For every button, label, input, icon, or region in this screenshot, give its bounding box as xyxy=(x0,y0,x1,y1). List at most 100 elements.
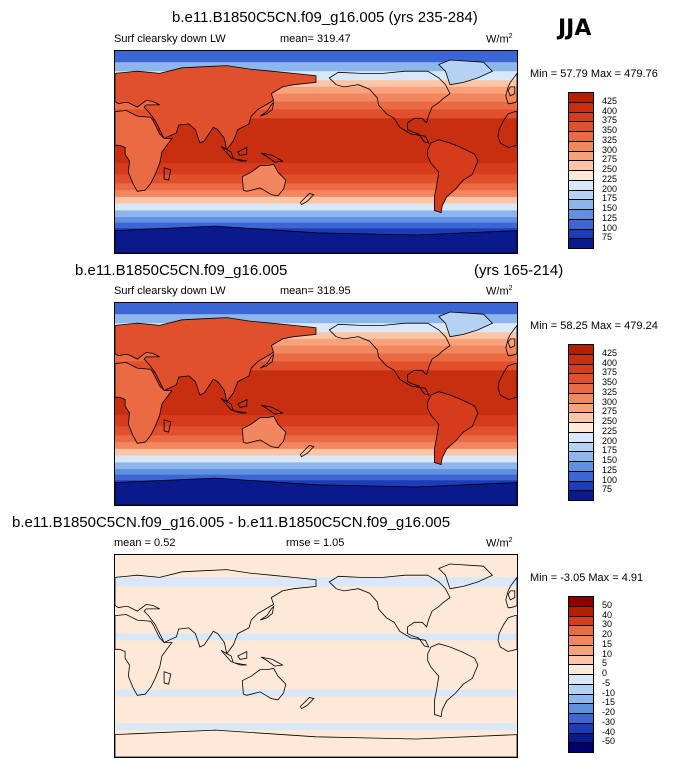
coastline xyxy=(507,590,516,601)
colorbar-tick-label: 20 xyxy=(602,629,613,639)
map-field-band xyxy=(115,353,517,362)
colorbar-tick-label: 75 xyxy=(602,232,613,243)
panel-1-variable: Surf clearsky down LW xyxy=(114,33,226,45)
colorbar-tick-label: 100 xyxy=(602,474,618,485)
colorbar-tick-label: 225 xyxy=(602,173,618,184)
map-field-band xyxy=(115,474,517,481)
map-field-band xyxy=(115,51,517,63)
colorbar-tick-label: -40 xyxy=(602,726,616,737)
coastline xyxy=(438,563,494,590)
coastline xyxy=(261,656,284,667)
colorbar-tick-label: 75 xyxy=(602,484,613,495)
coastline xyxy=(299,445,315,458)
coastline xyxy=(328,322,451,396)
colorbar-tick-label: 30 xyxy=(602,619,613,630)
coastline xyxy=(115,362,173,444)
coastline xyxy=(427,643,479,718)
coastline xyxy=(115,477,517,505)
panel-3-units: W/m2 xyxy=(486,537,513,550)
coastline xyxy=(163,167,172,181)
coastline xyxy=(237,146,248,156)
colorbar-tick-label: 175 xyxy=(602,193,618,204)
colorbar-tick-label: 150 xyxy=(602,203,618,213)
map-field-band xyxy=(115,415,517,427)
coastline xyxy=(497,363,517,400)
map-field-band xyxy=(115,555,517,578)
coastline xyxy=(237,650,248,660)
coastline xyxy=(237,398,248,408)
map-svg xyxy=(115,303,517,505)
panel-2-colorbar: 425 400 375 350 325 300 275 250 225 200 175 150 125 1… xyxy=(568,344,628,501)
map-field-band xyxy=(115,174,517,184)
colorbar-tick-label: 350 xyxy=(602,377,618,387)
coastline xyxy=(259,101,275,117)
coastline xyxy=(328,70,451,144)
map-field-band xyxy=(115,442,517,450)
coastline xyxy=(115,317,317,403)
coastline xyxy=(299,697,315,710)
coastline xyxy=(328,574,451,648)
map-field-band xyxy=(115,101,517,110)
coastline xyxy=(115,110,173,192)
panel-3-map xyxy=(114,554,518,758)
coastline xyxy=(115,65,317,151)
colorbar-tick-label: 5 xyxy=(602,658,608,669)
panel-2-years: (yrs 165-214) xyxy=(474,262,564,279)
colorbar-tick-label: 300 xyxy=(602,144,618,155)
colorbar-swatch xyxy=(568,742,594,753)
panel-1-units: W/m2 xyxy=(486,33,513,46)
map-field-band xyxy=(115,345,517,354)
map-field-band xyxy=(115,109,517,119)
colorbar-tick-label: -50 xyxy=(602,736,616,747)
colorbar-tick-label: 425 xyxy=(602,347,618,358)
map-field-band xyxy=(115,332,517,340)
colorbar-tick-label: -10 xyxy=(602,687,616,698)
map-field-band xyxy=(115,222,517,229)
colorbar-tick-label: -5 xyxy=(602,677,611,688)
colorbar-tick-label: 0 xyxy=(602,668,608,678)
colorbar-tick-label: 375 xyxy=(602,367,618,378)
map-field-band xyxy=(115,80,517,88)
colorbar-tick-label: 15 xyxy=(602,638,613,649)
panel-2-units: W/m2 xyxy=(486,285,513,298)
map-field-band xyxy=(115,228,517,236)
coastline xyxy=(427,391,479,466)
colorbar-tick-label: 225 xyxy=(602,425,618,436)
colorbar-tick-label: 400 xyxy=(602,105,618,116)
coastline xyxy=(505,72,517,105)
map-field-band xyxy=(115,361,517,371)
colorbar-tick-label: -20 xyxy=(602,707,616,717)
map-field-band xyxy=(115,163,517,175)
panel-1-mean: mean= 319.47 xyxy=(280,33,351,45)
coastline xyxy=(241,163,287,197)
panel-1-map xyxy=(114,50,518,254)
colorbar-tick-label: 175 xyxy=(602,445,618,456)
map-field-band xyxy=(115,93,517,102)
colorbar-tick-label: 10 xyxy=(602,648,613,659)
map-field-band xyxy=(115,210,517,218)
colorbar-tick-label: 375 xyxy=(602,115,618,126)
map-field-band xyxy=(115,689,517,697)
panel-2-variable: Surf clearsky down LW xyxy=(114,285,226,297)
colorbar-tick-label: 100 xyxy=(602,222,618,233)
colorbar-tick-label: 300 xyxy=(602,396,618,407)
coastline xyxy=(241,415,287,449)
colorbar-tick-label: 275 xyxy=(602,154,618,165)
map-field-band xyxy=(115,86,517,95)
map-field-band xyxy=(115,633,517,641)
coastline xyxy=(438,311,494,338)
coastline xyxy=(115,569,317,655)
map-field-band xyxy=(115,426,517,436)
colorbar-tick-label: 150 xyxy=(602,455,618,465)
panel-3-rmse: rmse = 1.05 xyxy=(286,537,345,549)
map-svg xyxy=(115,51,517,253)
map-field-band xyxy=(115,640,517,691)
coastline xyxy=(220,650,247,666)
panel-2-title: b.e11.B1850C5CN.f09_g16.005 xyxy=(75,262,288,279)
colorbar-tick-label: 350 xyxy=(602,125,618,135)
panel-2-map xyxy=(114,302,518,506)
colorbar-tick-label: 125 xyxy=(602,212,618,223)
colorbar-swatch xyxy=(568,238,594,249)
map-field-band xyxy=(115,196,517,205)
coastline xyxy=(299,193,315,206)
